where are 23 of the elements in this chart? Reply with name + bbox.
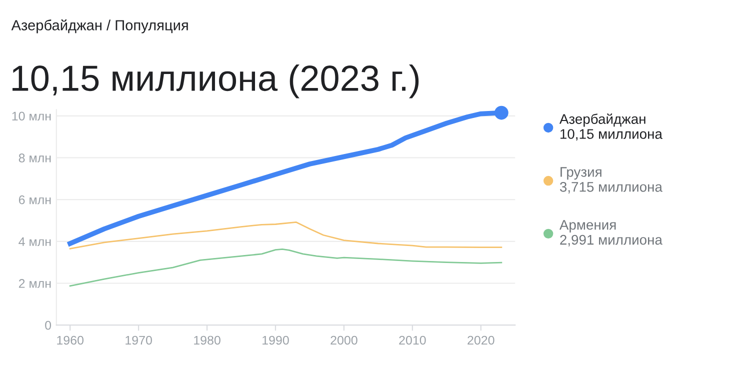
y-tick-label: 2 млн: [18, 279, 51, 288]
chart-subtitle: Азербайджан / Популяция: [11, 19, 188, 34]
text: 10,15 миллиона: [560, 129, 662, 141]
legend-label: Грузия: [560, 167, 602, 180]
y-tick-label: 8 млн: [18, 154, 51, 162]
x-tick-label: 1990: [262, 336, 289, 345]
legend-label: Азербайджан: [559, 114, 646, 127]
text: 3,715 миллиона: [560, 182, 662, 194]
y-tick-label: 6 млн: [18, 195, 51, 204]
x-tick-label: 2020: [468, 336, 494, 345]
y-tick-label: 0: [45, 320, 52, 330]
x-tick-label: 1960: [57, 336, 84, 345]
line-series: [69, 221, 502, 250]
y-tick-label: 10 млн: [12, 112, 51, 121]
text: 2,991 миллиона: [560, 234, 662, 246]
legend-label: Армения: [559, 220, 616, 233]
chart-title: 10,15 миллиона (2023 г.): [12, 64, 419, 98]
x-tick-label: 2010: [399, 336, 426, 345]
x-tick-label: 1980: [194, 336, 220, 345]
x-tick-label: 1970: [126, 336, 152, 345]
x-tick-label: 2000: [330, 336, 358, 345]
y-tick-label: 4 млн: [18, 237, 51, 246]
line-series: [69, 248, 502, 287]
